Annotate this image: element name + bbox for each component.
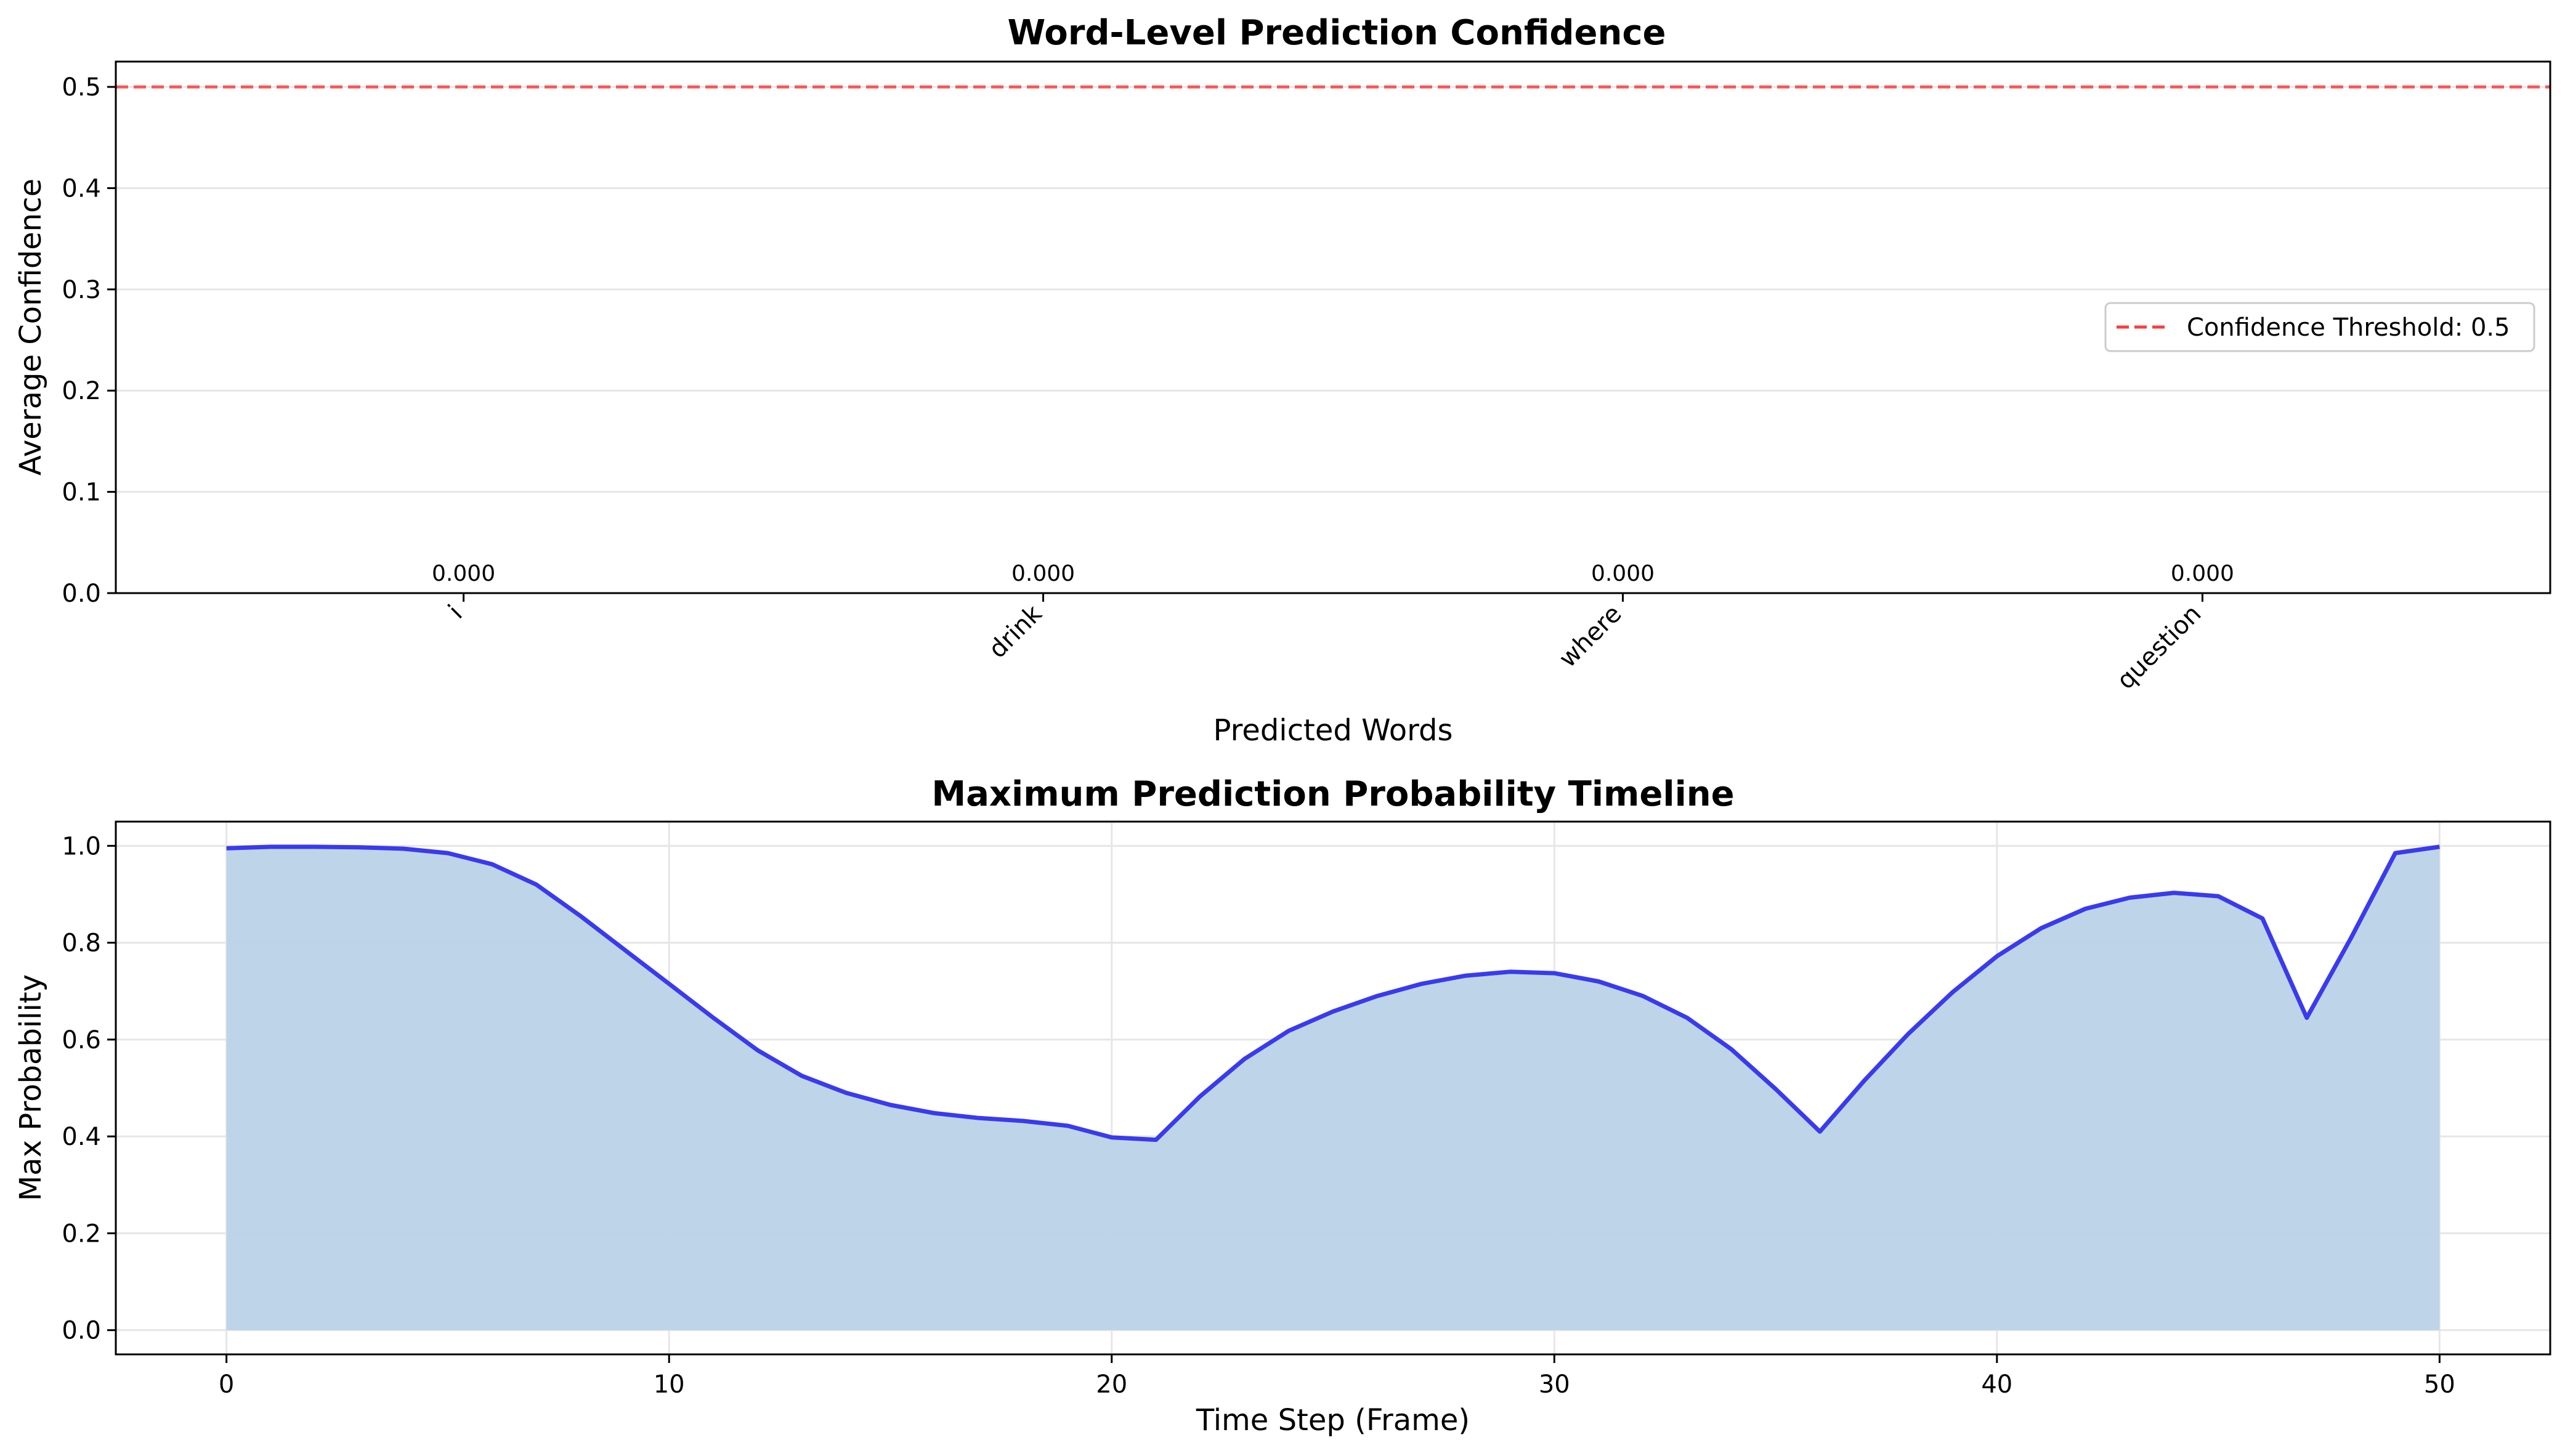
bottom-x-tick-label: 0	[219, 1370, 234, 1399]
top-y-tick-label: 0.5	[62, 73, 101, 102]
bar-value-label: 0.000	[2171, 561, 2234, 586]
top-y-axis-label: Average Confidence	[14, 179, 48, 475]
top-x-ticks: i drink where question	[443, 593, 2206, 695]
max-probability-chart: Maximum Prediction Probability Timeline …	[14, 774, 2551, 1438]
bottom-chart-title: Maximum Prediction Probability Timeline	[931, 774, 1734, 814]
bottom-y-ticks: 0.0 0.2 0.4 0.6 0.8 1.0	[62, 832, 116, 1345]
bottom-y-tick-label: 0.0	[62, 1317, 101, 1345]
bottom-x-ticks: 0 10 20 30 40 50	[219, 1354, 2455, 1399]
top-y-tick-label: 0.4	[62, 174, 101, 203]
top-x-axis-label: Predicted Words	[1214, 713, 1453, 748]
bottom-x-tick-label: 30	[1539, 1370, 1570, 1399]
bottom-plot-frame	[115, 820, 2551, 1356]
bottom-x-tick-label: 40	[1981, 1370, 2012, 1399]
word-confidence-chart: Word-Level Prediction Confidence 0.00.10…	[14, 13, 2551, 748]
top-x-tick-label: drink	[983, 599, 1048, 664]
probability-line	[226, 844, 2440, 1143]
top-y-tick-label: 0.0	[62, 580, 101, 608]
bottom-y-tick-label: 0.2	[62, 1219, 101, 1248]
bottom-y-axis-label: Max Probability	[14, 974, 48, 1201]
top-x-tick-label: question	[2112, 600, 2207, 695]
top-x-tick-label: where	[1554, 600, 1627, 673]
bottom-x-axis-label: Time Step (Frame)	[1196, 1403, 1470, 1438]
bottom-x-tick-label: 10	[654, 1370, 685, 1399]
top-bars: 0.000 0.000 0.000 0.000	[432, 561, 2234, 586]
legend-threshold-label: Confidence Threshold: 0.5	[2187, 313, 2510, 342]
top-x-tick-label: i	[443, 600, 468, 625]
bottom-x-tick-label: 20	[1096, 1370, 1127, 1399]
bottom-y-tick-label: 0.8	[62, 929, 101, 958]
top-y-ticks: 0.0 0.1 0.2 0.3 0.4 0.5	[62, 73, 116, 608]
bottom-y-tick-label: 0.4	[62, 1123, 101, 1151]
top-y-tick-label: 0.2	[62, 377, 101, 405]
top-plot-frame	[115, 60, 2551, 594]
probability-area	[226, 846, 2440, 1330]
bottom-y-tick-label: 1.0	[62, 832, 101, 860]
bar-value-label: 0.000	[1591, 561, 1655, 586]
bar-value-label: 0.000	[1011, 561, 1075, 586]
top-chart-title: Word-Level Prediction Confidence	[1007, 13, 1666, 53]
bar-value-label: 0.000	[432, 561, 495, 586]
top-y-tick-label: 0.1	[62, 479, 101, 507]
legend-box	[2104, 302, 2535, 352]
bottom-x-tick-label: 50	[2424, 1370, 2455, 1399]
bottom-y-tick-label: 0.6	[62, 1026, 101, 1054]
legend: Confidence Threshold: 0.5	[2104, 302, 2535, 352]
top-y-tick-label: 0.3	[62, 276, 101, 304]
